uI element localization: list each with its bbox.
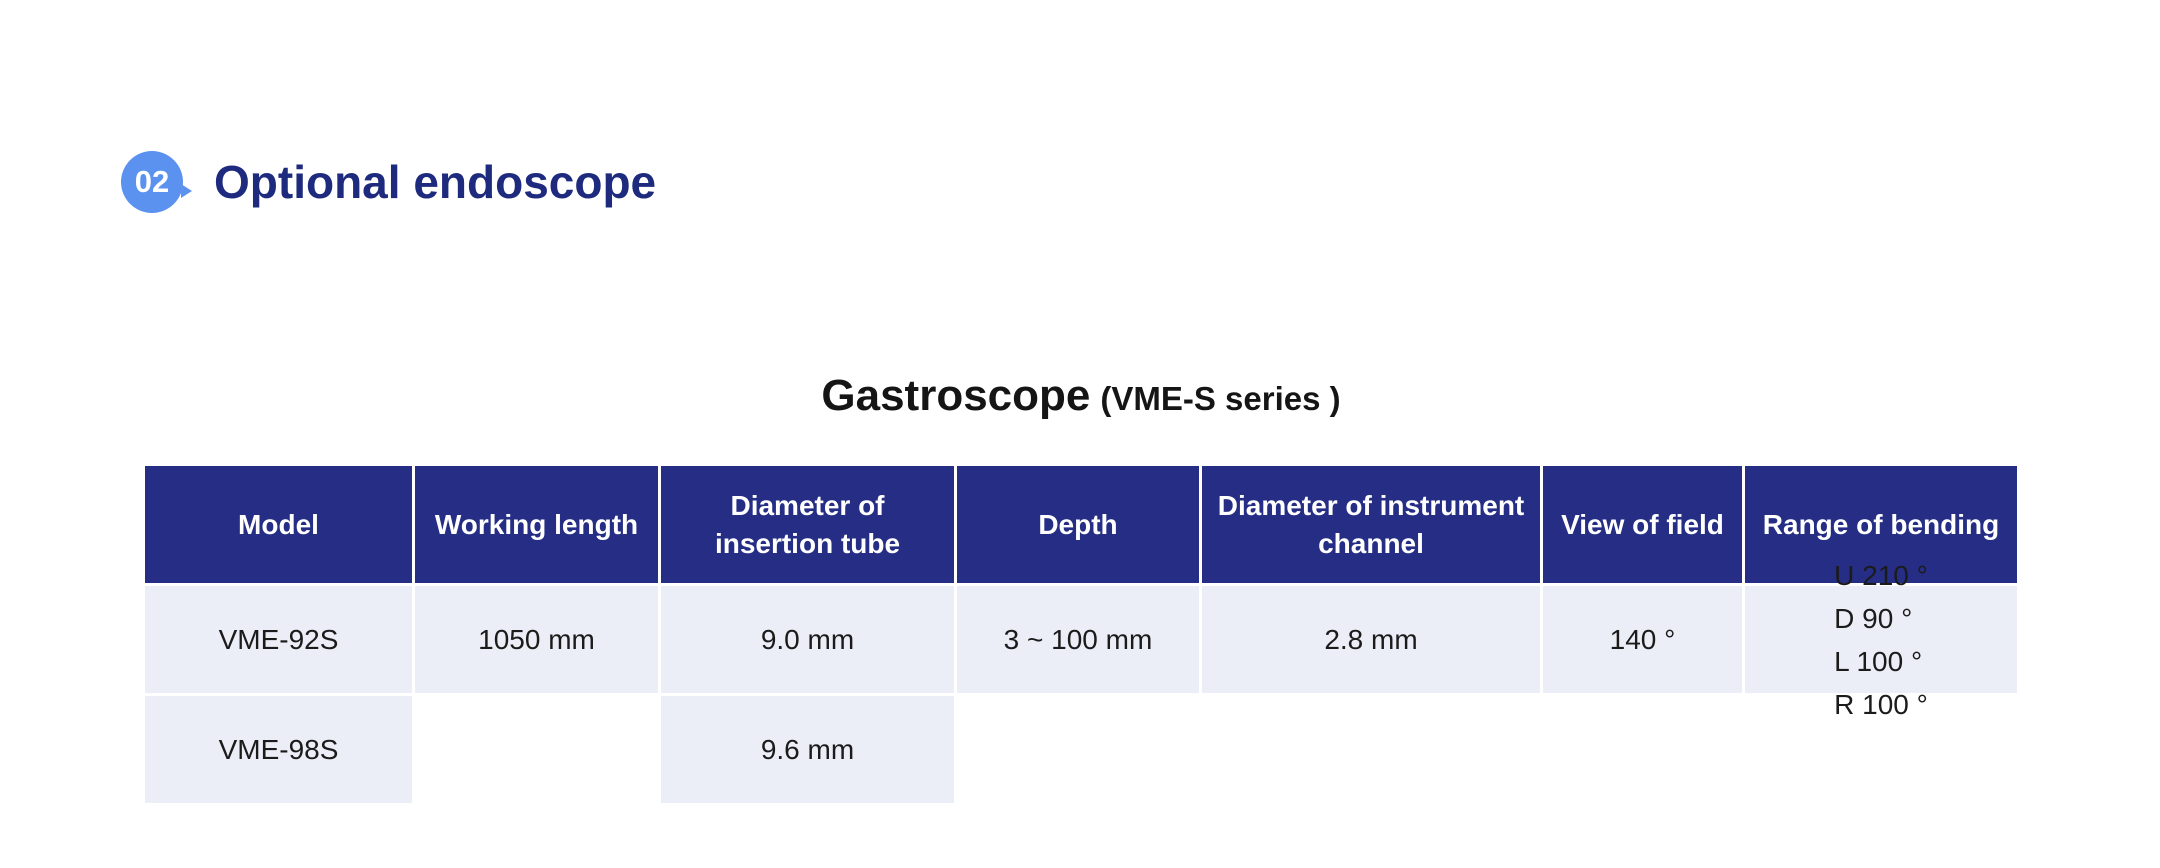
- header-range-of-bending: Range of bending: [1745, 466, 2017, 583]
- cell-insertion-tube-vme98s: 9.6 mm: [661, 696, 954, 803]
- cell-depth: 3 ~ 100 mm: [957, 586, 1199, 693]
- cell-model-vme92s: VME-92S: [145, 586, 412, 693]
- cell-range-of-bending: U 210 ° D 90 ° L 100 ° R 100 °: [1745, 560, 2017, 720]
- range-of-bending-lines: U 210 ° D 90 ° L 100 ° R 100 °: [1834, 554, 1928, 726]
- bend-right: R 100 °: [1834, 688, 1928, 720]
- cell-working-length: 1050 mm: [415, 586, 658, 693]
- header-working-length: Working length: [415, 466, 658, 583]
- table-title-sub: (VME-S series ): [1100, 380, 1341, 417]
- header-insertion-tube-diameter: Diameter of insertion tube: [661, 466, 954, 583]
- section-number: 02: [134, 164, 170, 199]
- cell-insertion-tube-vme92s: 9.0 mm: [661, 586, 954, 693]
- section-number-badge: 02: [121, 151, 192, 213]
- header-view-of-field: View of field: [1543, 466, 1742, 583]
- header-instrument-channel-diameter: Diameter of instrument channel: [1202, 466, 1540, 583]
- header-model: Model: [145, 466, 412, 583]
- bend-down: D 90 °: [1834, 602, 1913, 634]
- section-header: 02 Optional endoscope: [121, 151, 656, 213]
- bend-left: L 100 °: [1834, 645, 1923, 677]
- section-heading: Optional endoscope: [214, 156, 657, 208]
- table-title: Gastroscope (VME-S series ): [145, 371, 2017, 421]
- bend-up: U 210 °: [1834, 559, 1928, 591]
- cell-instrument-channel: 2.8 mm: [1202, 586, 1540, 693]
- table-title-main: Gastroscope: [821, 371, 1091, 420]
- cell-model-vme98s: VME-98S: [145, 696, 412, 803]
- header-depth: Depth: [957, 466, 1199, 583]
- gastroscope-spec-table: Model Working length Diameter of inserti…: [145, 466, 2017, 803]
- cell-view-of-field: 140 °: [1543, 586, 1742, 693]
